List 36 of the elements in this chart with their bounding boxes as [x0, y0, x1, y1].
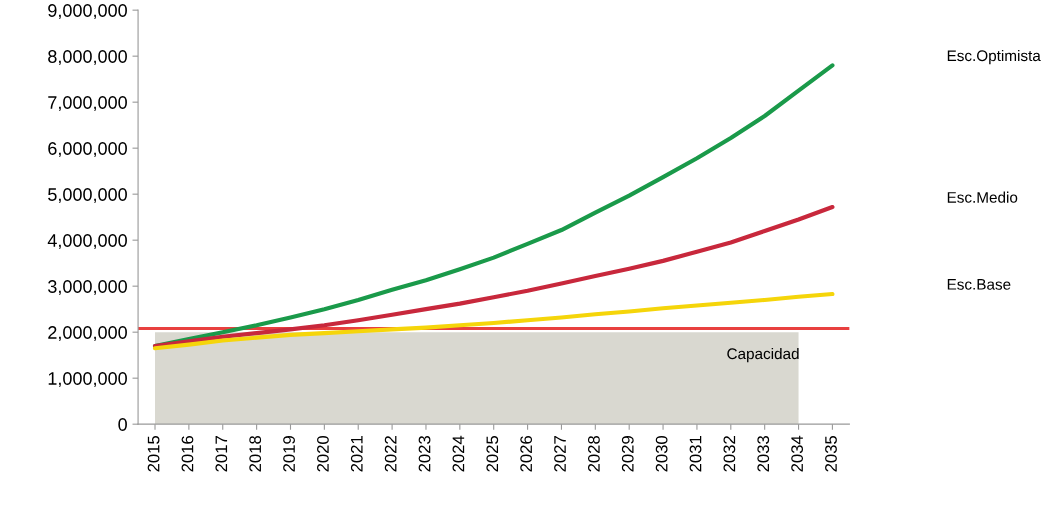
y-tick-label: 2,000,000 — [48, 326, 127, 342]
x-tick-label: 2034 — [791, 435, 804, 472]
y-tick-label: 0 — [118, 418, 127, 431]
x-tick-label: 2031 — [689, 436, 702, 472]
text: Esc.Optimista — [947, 49, 1041, 65]
x-tick-label: 2029 — [621, 436, 634, 472]
ref-line-label: Capacidad — [727, 347, 799, 363]
y-tick-label: 3,000,000 — [48, 280, 127, 296]
y-tick-label: 5,000,000 — [48, 188, 127, 204]
x-tick-label: 2027 — [554, 436, 566, 472]
x-tick-label: 2015 — [147, 435, 160, 472]
y-tick-label: 8,000,000 — [48, 50, 127, 66]
x-tick-label: 2024 — [452, 435, 465, 472]
y-tick-label: 1,000,000 — [48, 372, 127, 388]
x-tick-label: 2023 — [418, 436, 431, 472]
x-tick-label: 2017 — [215, 436, 228, 472]
x-tick-label: 2020 — [317, 435, 329, 472]
x-tick-label: 2021 — [350, 436, 363, 472]
x-tick-label: 2026 — [520, 436, 533, 472]
text: Esc.Medio — [947, 191, 1018, 203]
x-tick-label: 2030 — [655, 435, 668, 472]
y-tick-label: 9,000,000 — [48, 4, 127, 20]
x-tick-label: 2025 — [486, 435, 499, 472]
x-tick-label: 2032 — [723, 436, 736, 472]
x-tick-label: 2016 — [181, 436, 194, 472]
text: Esc.Base — [947, 279, 1011, 290]
x-tick-label: 2019 — [283, 436, 295, 472]
x-tick-label: 2035 — [825, 435, 837, 472]
x-tick-label: 2028 — [588, 436, 600, 472]
line-series — [152, 204, 835, 349]
y-tick-label: 7,000,000 — [48, 96, 127, 112]
x-tick-label: 2018 — [249, 436, 262, 472]
x-tick-label: 2022 — [384, 436, 397, 472]
y-tick-label: 6,000,000 — [48, 142, 127, 158]
x-tick-label: 2033 — [757, 436, 770, 472]
y-tick-label: 4,000,000 — [47, 234, 127, 250]
